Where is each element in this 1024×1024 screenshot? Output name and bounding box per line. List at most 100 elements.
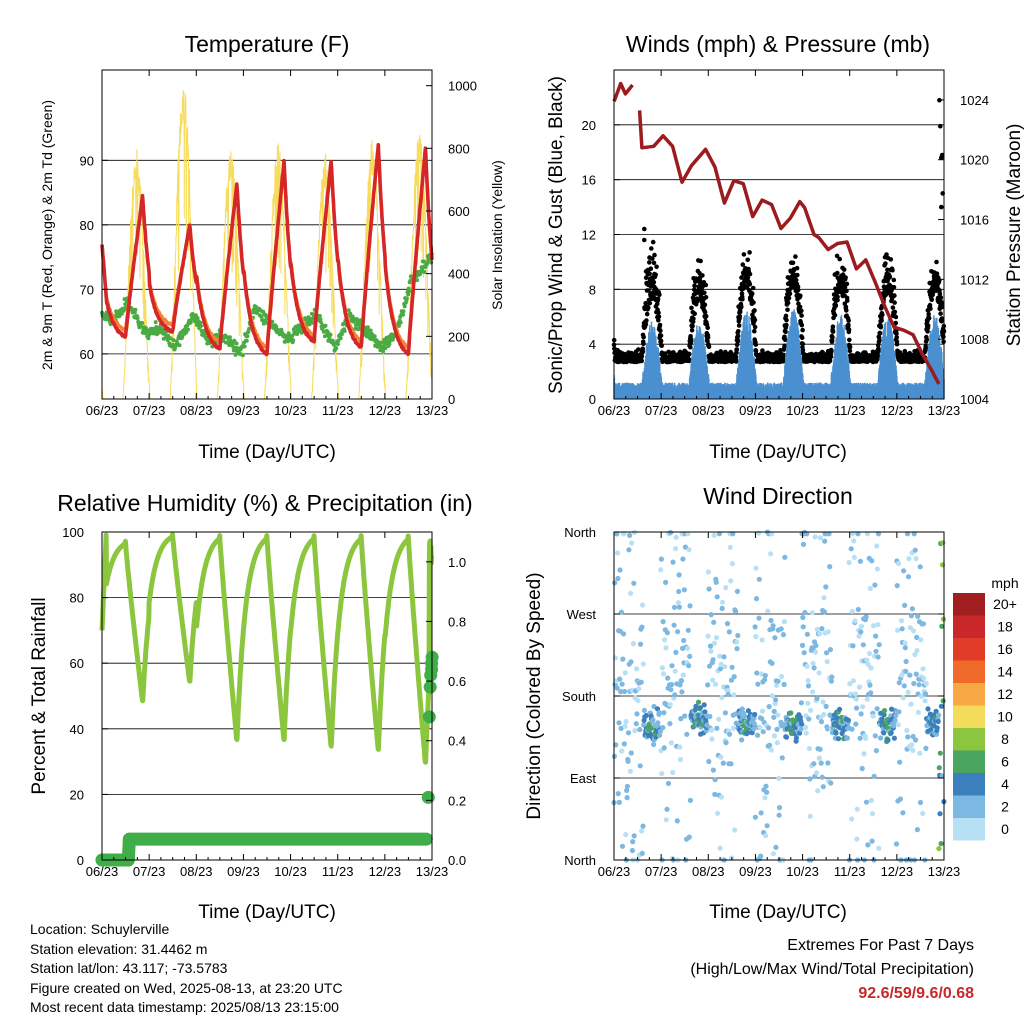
dewpoint-point — [227, 335, 232, 340]
direction-point — [678, 678, 685, 684]
x-tick-label: 06/23 — [86, 864, 119, 879]
gust-point — [745, 275, 751, 280]
dewpoint-point — [339, 332, 344, 337]
direction-point — [658, 556, 665, 562]
direction-point — [636, 686, 642, 692]
gust-point — [736, 329, 741, 334]
direction-point — [619, 748, 625, 754]
direction-point — [782, 554, 788, 560]
gust-point — [752, 324, 758, 330]
y-tick-label: 12 — [582, 228, 596, 243]
direction-point — [813, 642, 819, 649]
direction-title: Wind Direction — [703, 483, 853, 509]
dewpoint-point — [317, 313, 322, 318]
direction-point — [708, 648, 714, 654]
gust-point — [649, 246, 654, 251]
gust-point — [894, 331, 899, 337]
direction-point — [668, 687, 674, 693]
x-tick-label: 13/23 — [416, 864, 449, 879]
direction-point — [720, 760, 726, 766]
gust-point — [702, 302, 708, 308]
gust-point — [642, 226, 647, 232]
direction-point — [758, 810, 764, 816]
direction-point — [637, 763, 643, 769]
direction-point — [814, 770, 820, 776]
x-tick-label: 07/23 — [645, 403, 678, 418]
dewpoint-point — [402, 304, 407, 309]
direction-point — [664, 806, 670, 812]
direction-point — [639, 828, 645, 834]
temperature-ticks: 06/23 07/23 08/23 09/23 10/23 11/23 12/23 13/23… — [80, 70, 477, 418]
direction-point — [711, 532, 717, 539]
direction-point — [774, 682, 780, 688]
direction-point — [711, 619, 717, 625]
direction-point — [727, 544, 733, 551]
direction-point — [762, 672, 768, 679]
direction-point — [817, 535, 824, 541]
y2-tick-label: 1004 — [960, 392, 989, 407]
direction-point — [764, 823, 770, 829]
gust-point — [691, 316, 696, 322]
dewpoint-point — [168, 336, 173, 341]
gust-point — [702, 309, 708, 315]
gust-point — [740, 262, 746, 267]
gust-point — [690, 323, 695, 329]
direction-point — [762, 677, 768, 683]
direction-panel: Wind Direction 06/23 07/23 08/23 09/23 10/23… — [524, 483, 1019, 923]
gust-point — [845, 298, 850, 303]
direction-point — [624, 783, 631, 789]
direction-point — [798, 700, 805, 706]
direction-point — [735, 632, 741, 639]
direction-scatter — [611, 529, 947, 863]
gust-point — [784, 317, 789, 323]
direction-point — [767, 742, 773, 748]
gust-point — [926, 311, 931, 317]
dewpoint-point — [188, 320, 193, 325]
gust-point — [939, 304, 945, 310]
direction-point — [809, 610, 816, 616]
direction-point — [629, 540, 635, 546]
direction-point — [719, 694, 725, 701]
dewpoint-point — [422, 270, 427, 274]
direction-point — [768, 617, 774, 624]
dewpoint-point — [232, 338, 237, 343]
gust-point — [890, 267, 895, 273]
direction-point — [806, 745, 813, 752]
dewpoint-point — [274, 324, 279, 329]
direction-point — [821, 711, 827, 718]
x-tick-label: 11/23 — [834, 403, 866, 418]
dewpoint-point — [401, 309, 406, 314]
direction-point — [617, 676, 623, 682]
direction-point — [730, 725, 737, 731]
gust-point — [703, 295, 709, 300]
y2-tick-label: 600 — [448, 204, 470, 219]
y-tick-label: 40 — [70, 722, 84, 737]
gust-point — [700, 273, 705, 278]
humidity-ticks: 06/23 07/23 08/23 09/23 10/23 11/23 12/23 13/23… — [62, 525, 466, 879]
direction-point — [757, 724, 763, 730]
gust-point — [934, 271, 940, 277]
dewpoint-point — [180, 334, 185, 339]
direction-point — [819, 626, 825, 632]
direction-point — [778, 626, 784, 632]
rainfall-point — [423, 680, 437, 694]
direction-point — [660, 619, 666, 625]
gust-point — [650, 239, 656, 245]
x-tick-label: 09/23 — [227, 403, 260, 418]
gust-point — [939, 152, 945, 158]
gust-point — [747, 271, 753, 277]
dewpoint-point — [198, 320, 203, 325]
direction-point — [734, 588, 741, 595]
direction-point — [754, 670, 760, 676]
direction-point — [710, 677, 716, 683]
direction-point — [797, 730, 803, 736]
gust-point — [827, 358, 833, 363]
gust-point — [844, 281, 850, 287]
dewpoint-point — [338, 336, 343, 341]
direction-point — [814, 626, 820, 632]
gust-point — [938, 123, 943, 129]
x-tick-label: 07/23 — [133, 864, 166, 879]
gust-point — [646, 305, 651, 311]
gust-point — [799, 322, 805, 328]
direction-point — [729, 664, 735, 670]
